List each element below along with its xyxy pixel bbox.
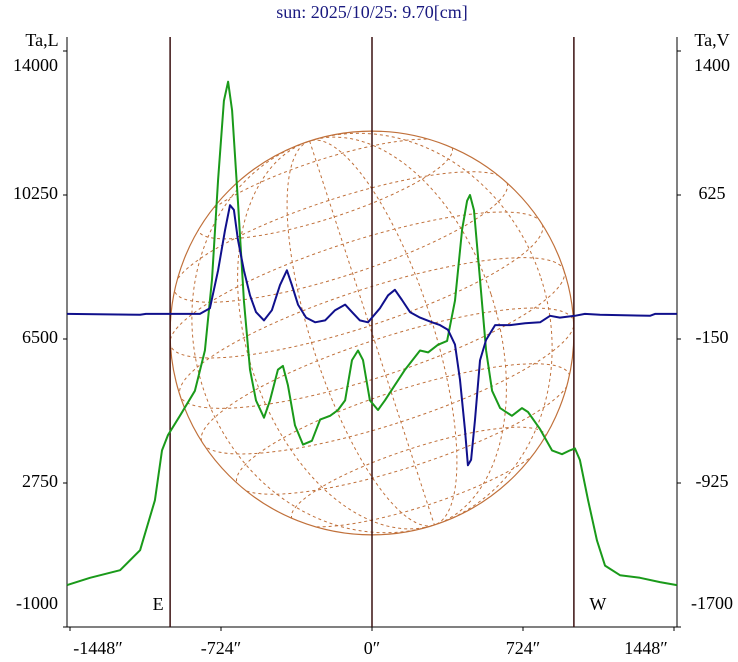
y-tick-label: 14000 (13, 55, 58, 75)
y2-tick-label: -150 (696, 327, 729, 347)
meridian (286, 139, 458, 527)
limb-label: E (153, 594, 164, 614)
x-tick-label: 724″ (506, 638, 541, 658)
x-tick-label: -1448″ (73, 638, 123, 658)
y-tick-label: 2750 (22, 471, 58, 491)
y-axis-title: Ta,L (25, 30, 58, 50)
y2-tick-label: -1700 (691, 593, 733, 613)
y2-axis-title: Ta,V (694, 30, 729, 50)
y2-tick-label: -925 (696, 471, 729, 491)
y-tick-label: 6500 (22, 327, 58, 347)
series-line (66, 80, 678, 587)
y2-tick-label: 1400 (694, 55, 730, 75)
y2-tick-label: 625 (699, 183, 726, 203)
y-tick-label: -1000 (16, 593, 58, 613)
x-tick-label: 1448″ (624, 638, 668, 658)
y-tick-label: 10250 (13, 183, 58, 203)
chart-title: sun: 2025/10/25: 9.70[cm] (276, 2, 468, 22)
x-tick-label: 0″ (364, 638, 381, 658)
series-line (67, 204, 677, 467)
meridian (309, 140, 435, 526)
limb-label: W (589, 594, 606, 614)
x-tick-label: -724″ (201, 638, 242, 658)
